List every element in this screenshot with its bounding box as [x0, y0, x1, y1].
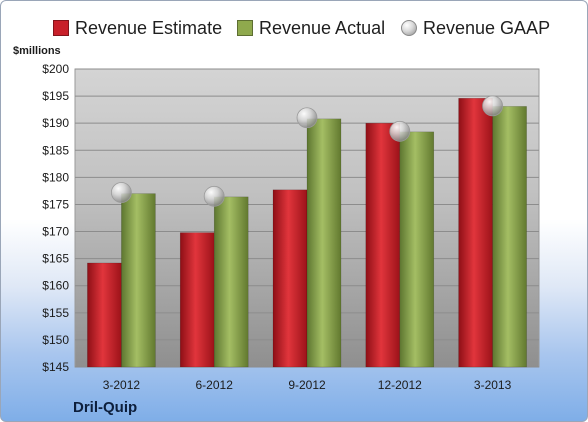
x-tick-label: 3-2012	[103, 378, 141, 392]
y-tick-label: $170	[42, 225, 69, 239]
y-tick-label: $195	[42, 89, 69, 103]
bar-estimate	[272, 189, 308, 368]
gaap-marker	[296, 107, 318, 129]
x-tick-label: 6-2012	[196, 378, 234, 392]
y-tick-label: $145	[42, 360, 69, 374]
y-tick-labels: $145 $150 $155 $160 $165 $170 $175 $180 $185 $190…	[42, 62, 69, 374]
y-tick-label: $160	[42, 279, 69, 293]
gaap-markers	[111, 95, 504, 207]
bar-actual	[121, 193, 156, 368]
y-tick-label: $200	[42, 62, 69, 76]
legend-sphere-icon	[401, 20, 417, 36]
bar-estimate	[179, 232, 215, 368]
bar-estimate	[365, 122, 401, 368]
bar-actual	[213, 196, 249, 368]
company-name: Dril-Quip	[73, 399, 138, 416]
gaap-marker	[389, 120, 411, 142]
y-tick-label: $155	[42, 306, 69, 320]
legend-label-estimate: Revenue Estimate	[75, 17, 223, 38]
y-tick-label: $150	[42, 333, 69, 347]
legend-item-estimate: Revenue Estimate	[53, 13, 222, 43]
legend: Revenue Estimate Revenue Actual Revenue …	[1, 13, 587, 47]
gaap-marker	[482, 95, 504, 117]
bar-estimate	[458, 98, 493, 368]
legend-item-actual: Revenue Actual	[237, 13, 385, 43]
bar-actual	[399, 131, 435, 368]
bars	[87, 98, 527, 368]
y-tick-label: $165	[42, 252, 69, 266]
bar-actual	[306, 118, 342, 368]
y-tick-label: $180	[42, 170, 69, 184]
y-axis-unit-label: $millions	[13, 45, 61, 57]
x-tick-label: 9-2012	[288, 378, 326, 392]
legend-label-actual: Revenue Actual	[259, 17, 386, 38]
y-tick-label: $190	[42, 116, 69, 130]
y-tick-label: $175	[42, 197, 69, 211]
x-tick-labels: 3-2012 6-2012 9-2012 12-2012 3-2013	[103, 378, 512, 392]
legend-swatch-estimate	[53, 20, 69, 36]
legend-swatch-actual	[237, 20, 253, 36]
legend-item-gaap: Revenue GAAP	[401, 13, 550, 43]
bar-estimate	[87, 262, 122, 368]
legend-label-gaap: Revenue GAAP	[423, 17, 551, 38]
gaap-marker	[203, 185, 225, 207]
x-tick-label: 3-2013	[474, 378, 512, 392]
y-tick-label: $185	[42, 143, 69, 157]
x-tick-label: 12-2012	[378, 378, 422, 392]
bar-actual	[492, 106, 527, 368]
gaap-marker	[111, 182, 132, 203]
